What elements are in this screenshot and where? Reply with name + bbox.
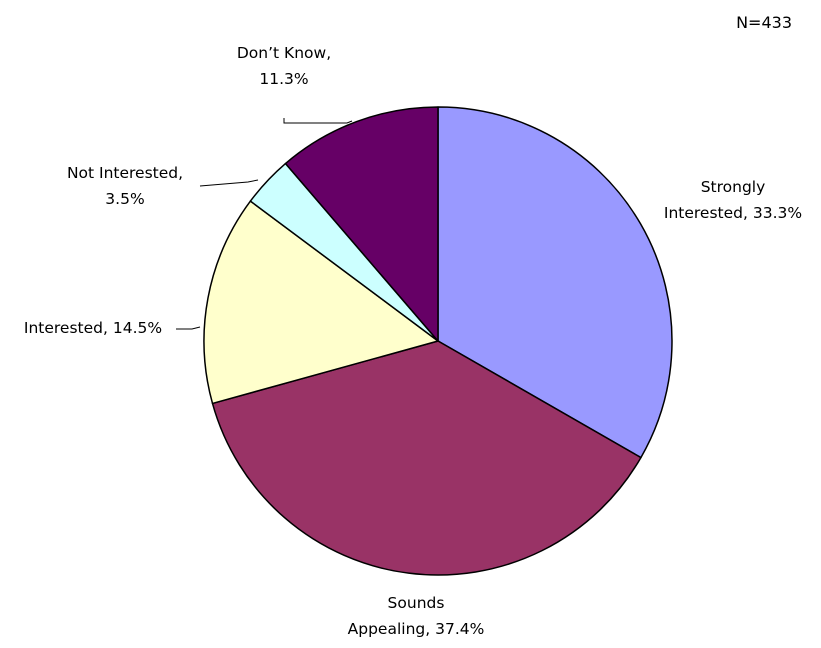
slice-labels: Strongly Interested, 33.3% Sounds Appealing…	[24, 44, 802, 638]
slice-label-interested: Interested, 14.5%	[24, 319, 162, 337]
pie-slice-interested	[203, 200, 439, 405]
leader-line-don-t-know	[283, 118, 353, 124]
sample-size-label: N=433	[736, 13, 792, 32]
slice-label-sounds-appealing: Sounds Appealing, 37.4%	[348, 594, 485, 638]
pie-slice-sounds-appealing	[211, 340, 642, 576]
leader-lines	[176, 118, 353, 330]
pie-slices	[203, 106, 673, 576]
pie-slice-don-t-know	[284, 106, 439, 342]
slice-label-strongly-interested: Strongly Interested, 33.3%	[664, 178, 802, 222]
slice-label-don-t-know: Don’t Know, 11.3%	[237, 44, 331, 88]
pie-slice-strongly-interested	[437, 106, 673, 459]
slice-label-not-interested: Not Interested, 3.5%	[67, 164, 183, 208]
leader-line-interested	[176, 326, 201, 330]
leader-line-not-interested	[199, 179, 259, 187]
